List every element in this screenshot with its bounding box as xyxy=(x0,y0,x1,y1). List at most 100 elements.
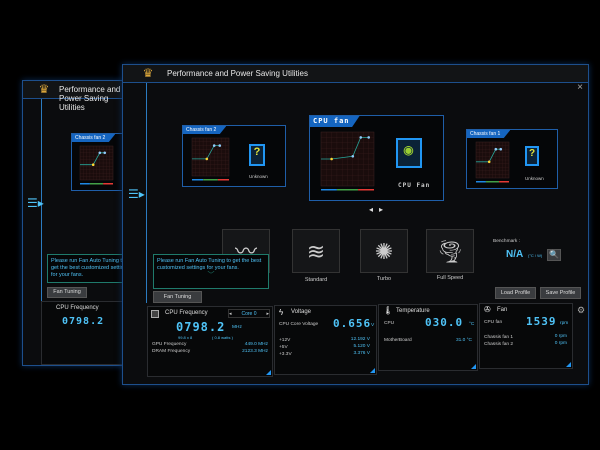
fan-panel: ✇ Fan CPU fan 1539 rpm Chassis fan 1 0 r… xyxy=(479,303,573,369)
fan-tuning-button[interactable]: Fan Tuning xyxy=(153,291,202,303)
temp-zone-bar xyxy=(103,183,113,185)
mode-standard-label: Standard xyxy=(304,277,328,283)
load-profile-button[interactable]: Load Profile xyxy=(495,287,536,299)
mode-full-speed-button[interactable]: 🌪 xyxy=(426,229,474,273)
fan-curve-point xyxy=(205,157,209,161)
temperature-title: Temperature xyxy=(396,308,430,314)
fan-card-title: Chassis fan 2 xyxy=(183,126,227,134)
gpu-frequency-label: GPU Frequency xyxy=(152,342,187,347)
lightning-icon: ϟ xyxy=(279,308,284,317)
benchmark-label: Benchmark : xyxy=(493,239,520,244)
fan-title: Fan xyxy=(497,307,508,313)
fan-curve-point xyxy=(218,144,222,147)
fan-curve-point xyxy=(359,136,363,139)
fan-curve-line xyxy=(476,148,501,163)
fan-curve-line xyxy=(192,145,220,160)
voltage-panel: ϟ Voltage CPU Core Voltage 0.656 V +12V … xyxy=(274,305,377,375)
fan-curve-point xyxy=(494,147,498,151)
core-selector[interactable]: ◂ Core 0 ▸ xyxy=(228,309,270,318)
cpu-frequency-title: CPU Frequency xyxy=(56,305,99,311)
voltage-5v-value: 5.120 V xyxy=(353,344,370,349)
main-window[interactable]: ♛ Performance and Power Saving Utilities… xyxy=(122,64,589,385)
temp-zone-bar xyxy=(203,179,218,181)
expand-corner[interactable] xyxy=(566,362,571,367)
cpu-chip-icon xyxy=(151,310,159,318)
window-title: Performance and Power Saving Utilities xyxy=(167,69,308,78)
fan-curve-point xyxy=(330,157,333,161)
benchmark-value: N/A xyxy=(506,249,524,260)
temp-zone-bar xyxy=(89,183,104,185)
fan-curve-point xyxy=(98,151,102,155)
cpu-frequency-unit: MHz xyxy=(232,325,242,330)
next-fan-arrow[interactable]: ▸ xyxy=(379,205,384,214)
cpu-frequency-panel: CPU Frequency 0798.2 xyxy=(41,301,131,365)
cpu-fan-icon: ◉ xyxy=(396,138,422,168)
tooltip: Please run Fan Auto Tuning to get the be… xyxy=(153,254,269,289)
cpu-core-voltage-label: CPU Core Voltage xyxy=(279,322,319,327)
temp-zone-bar xyxy=(336,189,359,191)
unknown-fan-icon: ? xyxy=(525,146,539,166)
fan-card-chassis-1[interactable]: Chassis fan 1 ? Unknown xyxy=(466,129,558,189)
fan-status: Unknown xyxy=(525,176,544,181)
voltage-title: Voltage xyxy=(291,309,312,315)
benchmark-search-button[interactable]: 🔍 xyxy=(547,249,561,261)
background-titlebar: ♛ Performance and Power Saving Utilities xyxy=(23,81,131,112)
gear-icon[interactable]: ⚙ xyxy=(577,305,586,315)
menu-icon[interactable]: ☰▸ xyxy=(128,187,145,201)
tuf-logo: ♛ xyxy=(142,66,154,80)
fan-status: Unknown xyxy=(249,174,268,179)
menu-icon[interactable]: ☰▸ xyxy=(27,196,44,210)
voltage-12v-value: 12.192 V xyxy=(350,337,370,342)
background-window[interactable]: ♛ Performance and Power Saving Utilities… xyxy=(22,80,137,366)
fan-curve-chart xyxy=(79,145,114,185)
fan-curve-chart xyxy=(320,131,375,191)
cpu-temp-label: CPU xyxy=(384,321,395,326)
gpu-frequency-value: 449.0 MHz xyxy=(244,342,268,347)
expand-corner[interactable] xyxy=(471,364,476,369)
mode-turbo-button[interactable]: ✺ xyxy=(360,229,408,273)
fan-curve-chart xyxy=(191,137,230,181)
thermometer-icon: 🌡 xyxy=(383,306,394,315)
voltage-12v-label: +12V xyxy=(279,338,291,343)
fan-icon: ✇ xyxy=(484,305,491,314)
fan-curve-point xyxy=(351,155,355,158)
fan-card-chassis-2[interactable]: Chassis fan 2 ? Unknown xyxy=(182,125,286,187)
cpu-watts: ( 0.8 watts ) xyxy=(212,335,233,340)
fan-card-cpu[interactable]: CPU fan ◉ CPU Fan xyxy=(309,115,444,201)
fan-tuning-button[interactable]: Fan Tuning xyxy=(47,287,87,298)
fan-curve-point xyxy=(499,147,503,151)
cpu-temp-unit: °C xyxy=(469,322,475,327)
save-profile-button[interactable]: Save Profile xyxy=(540,287,581,299)
chevron-right-icon[interactable]: ▸ xyxy=(266,311,269,317)
temp-zone-bar xyxy=(499,181,509,183)
temp-zone-bar xyxy=(358,189,374,191)
titlebar: ♛ Performance and Power Saving Utilities xyxy=(123,65,588,83)
cpu-fan-value: 1539 xyxy=(526,315,557,328)
chevron-left-icon[interactable]: ◂ xyxy=(229,311,232,317)
fan-curve-point xyxy=(91,163,95,166)
core-select-value: Core 0 xyxy=(241,311,257,317)
cpu-fan-label: CPU fan xyxy=(484,320,503,325)
fan-curve-point xyxy=(212,144,216,147)
background-window-title: Performance and Power Saving Utilities xyxy=(59,85,121,112)
close-icon[interactable]: × xyxy=(577,82,583,93)
cpu-core-voltage-value: 0.656 xyxy=(333,317,372,330)
fan-curve-chart xyxy=(475,141,510,183)
chassis-fan-1-value: 0 rpm xyxy=(554,334,567,339)
fan-curve-point xyxy=(367,136,370,139)
prev-fan-arrow[interactable]: ◂ xyxy=(369,205,374,214)
fan-card-title: Chassis fan 1 xyxy=(467,130,511,138)
dram-frequency-value: 2123.3 MHz xyxy=(242,349,268,354)
motherboard-temp-value: 31.0 °C xyxy=(455,338,472,343)
expand-corner[interactable] xyxy=(266,370,271,375)
dram-frequency-label: DRAM Frequency xyxy=(152,349,191,354)
fan-curve-point xyxy=(103,151,107,155)
fan-curve-line xyxy=(80,152,105,166)
chevron-down-icon: ﹀ xyxy=(207,272,215,279)
benchmark-unit: (°C / W) xyxy=(528,253,543,258)
mode-turbo-label: Turbo xyxy=(376,276,392,282)
mode-standard-button[interactable]: ≋ xyxy=(292,229,340,273)
expand-corner[interactable] xyxy=(370,368,375,373)
cpu-frequency-title: CPU Frequency xyxy=(165,310,208,316)
fan-curve-point xyxy=(487,160,491,164)
